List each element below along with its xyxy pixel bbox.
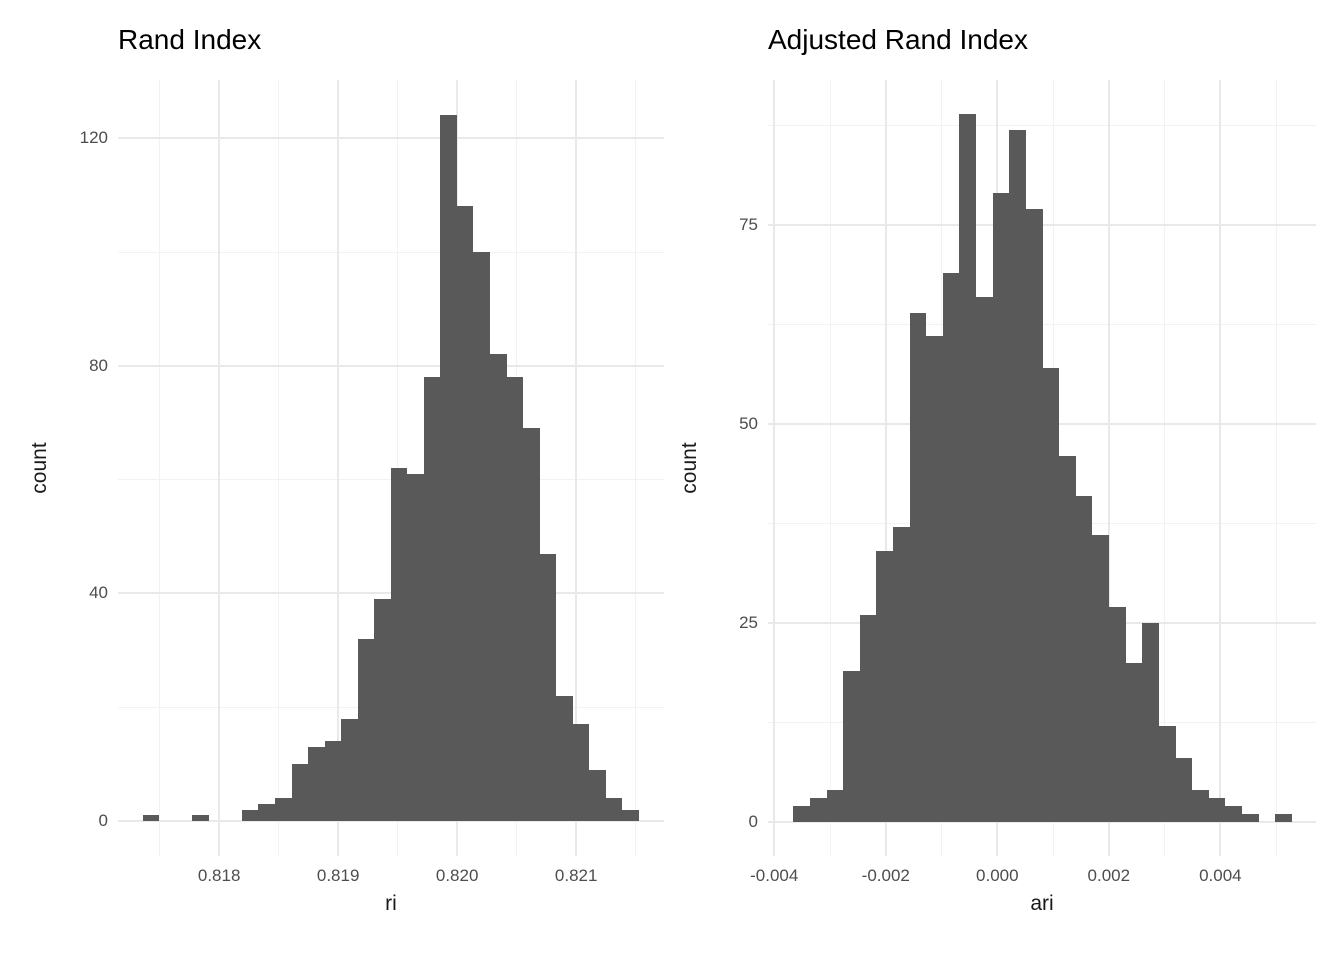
grid-line-major-vertical	[337, 80, 340, 856]
x-axis-title-left: ri	[385, 892, 397, 915]
y-tick-label: 25	[739, 613, 758, 633]
histogram-bar	[1142, 623, 1159, 822]
y-tick-label: 0	[98, 811, 108, 830]
grid-line-major-vertical	[575, 80, 578, 856]
histogram-bar	[1192, 790, 1209, 822]
histogram-bar	[573, 724, 589, 821]
histogram-bar	[507, 377, 523, 821]
x-tick-label: 0.821	[554, 866, 598, 885]
grid-line-minor-horizontal	[768, 125, 1316, 127]
y-axis-title-left: count	[28, 442, 51, 494]
histogram-bar	[242, 809, 258, 821]
histogram-bar	[473, 252, 490, 821]
x-axis-title-right: ari	[1030, 892, 1054, 915]
x-tick-label: -0.004	[750, 866, 799, 885]
histogram-bar	[1126, 662, 1142, 822]
x-tick-label: 0.819	[316, 866, 360, 885]
histogram-bar	[876, 551, 893, 822]
grid-line-major-horizontal	[768, 821, 1316, 823]
x-tick-label: 0.818	[197, 866, 241, 885]
grid-line-major-horizontal	[118, 820, 664, 822]
x-tick-label: 0.004	[1199, 866, 1242, 885]
grid-line-minor-vertical	[278, 80, 280, 856]
histogram-bar	[490, 354, 507, 821]
histogram-bar	[1109, 607, 1126, 822]
grid-line-major-horizontal	[118, 364, 664, 367]
histogram-bar	[893, 527, 910, 822]
histogram-bar	[325, 741, 341, 821]
histogram-bar	[843, 670, 860, 822]
y-tick-label: 120	[79, 128, 108, 148]
grid-line-major-horizontal	[118, 137, 664, 140]
histogram-bar	[1026, 209, 1043, 822]
histogram-bar	[943, 272, 959, 822]
grid-line-minor-vertical	[1275, 80, 1277, 856]
histogram-bar	[827, 790, 843, 822]
histogram-bar	[1076, 495, 1092, 822]
histogram-bar	[258, 803, 275, 821]
histogram-bar	[1225, 806, 1242, 822]
y-tick-label: 75	[739, 215, 758, 235]
x-tick-label: 0.000	[976, 866, 1019, 885]
histogram-bar	[374, 599, 391, 821]
histogram-bar	[976, 296, 993, 822]
histogram-bar	[275, 798, 292, 821]
grid-line-minor-vertical	[397, 80, 399, 856]
x-tick-label: 0.002	[1087, 866, 1131, 885]
histogram-bar	[1242, 814, 1259, 822]
x-tick-label: -0.002	[861, 866, 910, 885]
grid-line-minor-vertical	[159, 80, 161, 856]
panel-title-rand-index: Rand Index	[118, 24, 262, 55]
grid-line-minor-vertical	[635, 80, 637, 856]
histogram-bar	[540, 553, 556, 821]
histogram-bar	[1176, 758, 1192, 822]
histogram-bar	[993, 193, 1009, 822]
grid-line-major-vertical	[218, 80, 221, 856]
histogram-bar	[1009, 129, 1026, 822]
y-axis-title-right: count	[678, 442, 701, 494]
histogram-bar	[1209, 798, 1225, 822]
histogram-bar	[341, 718, 358, 821]
histogram-bar	[358, 638, 374, 821]
histogram-bar	[192, 815, 209, 821]
grid-line-minor-vertical	[829, 80, 831, 856]
y-tick-label: 40	[89, 583, 108, 603]
y-tick-label: 80	[89, 355, 108, 375]
histogram-bar	[959, 113, 976, 822]
histogram-bar	[523, 428, 540, 821]
histogram-bar	[1159, 726, 1176, 822]
histogram-bar	[391, 468, 407, 821]
grid-line-major-vertical	[1107, 80, 1110, 856]
histogram-bar	[793, 806, 810, 822]
histogram-bar	[622, 809, 639, 821]
histogram-bar	[440, 115, 457, 821]
histogram-bar	[143, 815, 159, 821]
histogram-bar	[407, 473, 424, 821]
histogram-bar	[1043, 368, 1059, 822]
histogram-bar	[457, 206, 473, 821]
histogram-bar	[589, 769, 606, 821]
grid-line-minor-vertical	[1164, 80, 1166, 856]
y-tick-label: 50	[739, 414, 758, 434]
histogram-bar	[910, 312, 926, 822]
grid-line-major-vertical	[773, 80, 776, 856]
x-tick-label: 0.820	[435, 866, 479, 885]
histogram-bar	[860, 615, 876, 822]
histogram-bar	[1059, 455, 1076, 822]
panel-title-adjusted-rand-index: Adjusted Rand Index	[768, 24, 1028, 55]
histogram-bar	[424, 377, 440, 821]
histogram-bar	[292, 764, 308, 821]
histogram-bar	[810, 798, 827, 822]
histogram-bar	[556, 695, 573, 821]
grid-line-major-vertical	[1219, 80, 1222, 856]
grid-line-major-vertical	[884, 80, 887, 856]
histogram-bar	[1275, 814, 1292, 822]
histogram-bar	[308, 747, 325, 821]
y-tick-label: 0	[748, 812, 758, 831]
histogram-bar	[606, 798, 622, 821]
histogram-bar	[1092, 535, 1109, 822]
histogram-bar	[926, 336, 943, 822]
grid-line-minor-horizontal	[118, 251, 664, 253]
